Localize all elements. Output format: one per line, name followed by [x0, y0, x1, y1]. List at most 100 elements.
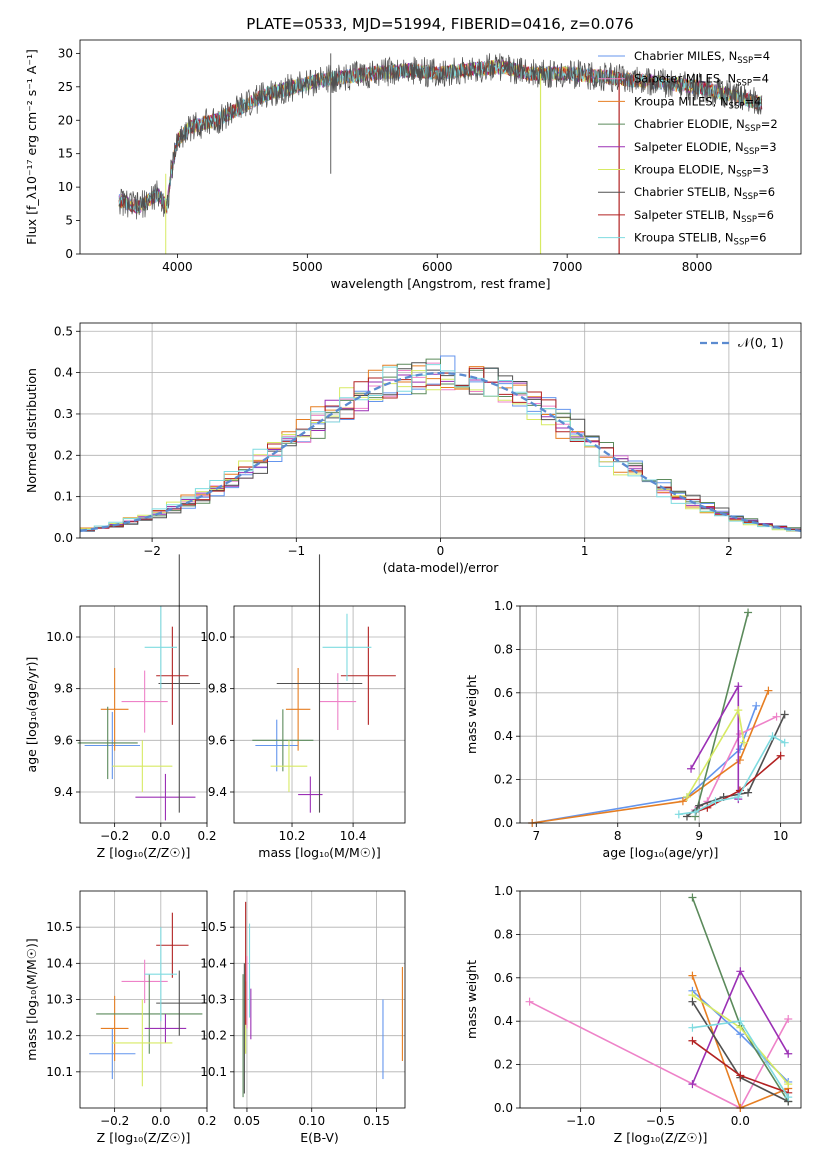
y-tick-label: 0.8: [494, 642, 513, 656]
spectrum-line-7: [118, 53, 763, 220]
weight-marker: [688, 893, 697, 902]
histogram-step-9: [80, 364, 801, 534]
normal-reference-curve: [80, 371, 801, 532]
x-axis-label: wavelength [Angstrom, rest frame]: [330, 276, 550, 291]
y-tick-label: 0.8: [494, 927, 513, 941]
weight-marker: [736, 1017, 745, 1026]
weight-line-2: [529, 1000, 789, 1110]
y-tick-label: 9.6: [54, 733, 73, 747]
y-tick-label: 9.6: [208, 733, 227, 747]
errorbar-points: [252, 554, 396, 813]
y-axis-label: age [log₁₀(age/yr)]: [24, 657, 39, 773]
x-tick-label: −2: [143, 544, 161, 558]
axes-frame: [233, 605, 406, 824]
x-tick-label: 0.10: [298, 1114, 325, 1128]
y-axis-label: mass weight: [464, 960, 479, 1039]
x-tick-label: 8000: [682, 260, 713, 274]
weight-marker: [780, 738, 789, 747]
y-tick-label: 9.4: [54, 785, 73, 799]
y-tick-label: 5: [65, 214, 73, 228]
weight-marker: [688, 1023, 697, 1032]
axes-age_vs_mass: 10.2 10.4 9.4 9.6 9.8 10.0 mass [log₁₀(M/M☉)]: [200, 554, 406, 860]
spectrum-lines: [118, 53, 763, 254]
legend-suffix: =2: [761, 117, 778, 131]
x-axis-label: E(B-V): [300, 1130, 339, 1145]
y-tick-label: 10.3: [46, 993, 73, 1007]
weight-marker: [687, 764, 696, 773]
y-tick-label: 15: [58, 147, 73, 161]
weight-marker: [735, 745, 744, 754]
weight-marker: [688, 1036, 697, 1045]
axes-mass_vs_Z: −0.2 0.0 0.2 10.1 10.2 10.3 10.4 10.5 Z [log₁₀(Z…: [24, 890, 217, 1145]
x-tick-label: 0.0: [151, 1114, 170, 1128]
weight-marker: [688, 971, 697, 980]
weight-marker: [688, 1080, 697, 1089]
weight-marker: [682, 792, 691, 801]
legend-label-5: Salpeter ELODIE, NSSP=3: [634, 140, 777, 157]
weight-series: [525, 893, 793, 1112]
x-axis-label: (data-model)/error: [383, 560, 500, 575]
axes-residuals: −2 −1 0 1 2 0.0 0.1 0.2 0.3 0.4 0.5 (data-model)/er…: [24, 322, 802, 575]
weight-marker: [734, 706, 743, 715]
weight-marker: [734, 792, 743, 801]
x-tick-label: 0.15: [363, 1114, 390, 1128]
y-tick-label: 0.4: [494, 729, 513, 743]
weight-marker: [734, 682, 743, 691]
legend-subscript: SSP: [744, 147, 760, 157]
y-tick-label: 10.2: [200, 1029, 227, 1043]
y-tick-label: 0.4: [54, 366, 73, 380]
x-tick-label: 9: [695, 829, 703, 843]
x-tick-label: 7: [532, 829, 540, 843]
weight-series: [528, 608, 789, 827]
weight-marker: [776, 751, 785, 760]
y-tick-label: 0.0: [494, 816, 513, 830]
histogram-lines: [80, 355, 801, 534]
legend-suffix: =4: [752, 72, 769, 86]
legend-label-2: Salpeter MILES, NSSP=4: [634, 72, 769, 89]
axes-spectrum: 4000 5000 6000 7000 8000 0 5 10 15 20 25 30 waveleng…: [24, 39, 802, 291]
y-tick-label: 1.0: [494, 884, 513, 898]
y-tick-label: 0.5: [54, 324, 73, 338]
figure-title: PLATE=0533, MJD=51994, FIBERID=0416, z=0…: [246, 15, 633, 33]
y-tick-label: 10.0: [46, 630, 73, 644]
x-tick-label: 7000: [552, 260, 583, 274]
legend-label-7: Chabrier STELIB, NSSP=6: [634, 185, 775, 202]
y-axis-label: Flux [f_λ10⁻¹⁷ erg cm⁻² s⁻¹ A⁻¹]: [24, 49, 39, 245]
x-axis-label: Z [log₁₀(Z/Z☉)]: [97, 845, 191, 860]
weight-marker: [736, 967, 745, 976]
y-tick-label: 25: [58, 80, 73, 94]
axes-mass_vs_ebv: 0.05 0.10 0.15 10.1 10.2 10.3 10.4 10.5 E(B-V): [200, 890, 406, 1145]
weight-marker: [784, 1015, 793, 1024]
y-tick-label: 0.2: [494, 773, 513, 787]
legend-label-1: Chabrier MILES, NSSP=4: [634, 49, 770, 66]
weight-marker: [780, 710, 789, 719]
axes-weight_vs_Z: −1.0 −0.5 0.0 0.0 0.2 0.4 0.6 0.8 1.0 Z [log₁₀(Z/…: [464, 884, 802, 1145]
y-tick-label: 0.6: [494, 971, 513, 985]
y-tick-label: 0.6: [494, 686, 513, 700]
x-tick-label: 10: [773, 829, 788, 843]
axes-frame: [79, 322, 802, 539]
x-axis-label: mass [log₁₀(M/M☉)]: [258, 845, 380, 860]
y-tick-label: 10.4: [46, 956, 73, 970]
legend-subscript: SSP: [736, 79, 752, 89]
y-tick-label: 0.2: [494, 1058, 513, 1072]
legend-label-6: Kroupa ELODIE, NSSP=3: [634, 163, 769, 180]
axes-weight_vs_age: 7 8 9 10 0.0 0.2 0.4 0.6 0.8 1.0 age [log₁₀(age/yr…: [464, 599, 802, 860]
legend-subscript: SSP: [736, 170, 752, 180]
x-axis-label: age [log₁₀(age/yr)]: [603, 845, 719, 860]
x-tick-label: 0.0: [731, 1114, 750, 1128]
weight-marker: [736, 1071, 745, 1080]
x-axis-label: Z [log₁₀(Z/Z☉)]: [614, 1130, 708, 1145]
y-tick-label: 10.2: [46, 1029, 73, 1043]
x-tick-label: −1.0: [566, 1114, 595, 1128]
axes-frame: [79, 39, 802, 255]
legend-suffix: =6: [757, 208, 774, 222]
y-tick-label: 10.5: [200, 920, 227, 934]
weight-marker: [784, 1049, 793, 1058]
y-tick-label: 10.3: [200, 993, 227, 1007]
y-tick-label: 20: [58, 113, 73, 127]
x-tick-label: 10.4: [340, 829, 367, 843]
y-tick-label: 10.1: [46, 1065, 73, 1079]
y-tick-label: 9.8: [54, 682, 73, 696]
x-tick-label: 5000: [292, 260, 323, 274]
